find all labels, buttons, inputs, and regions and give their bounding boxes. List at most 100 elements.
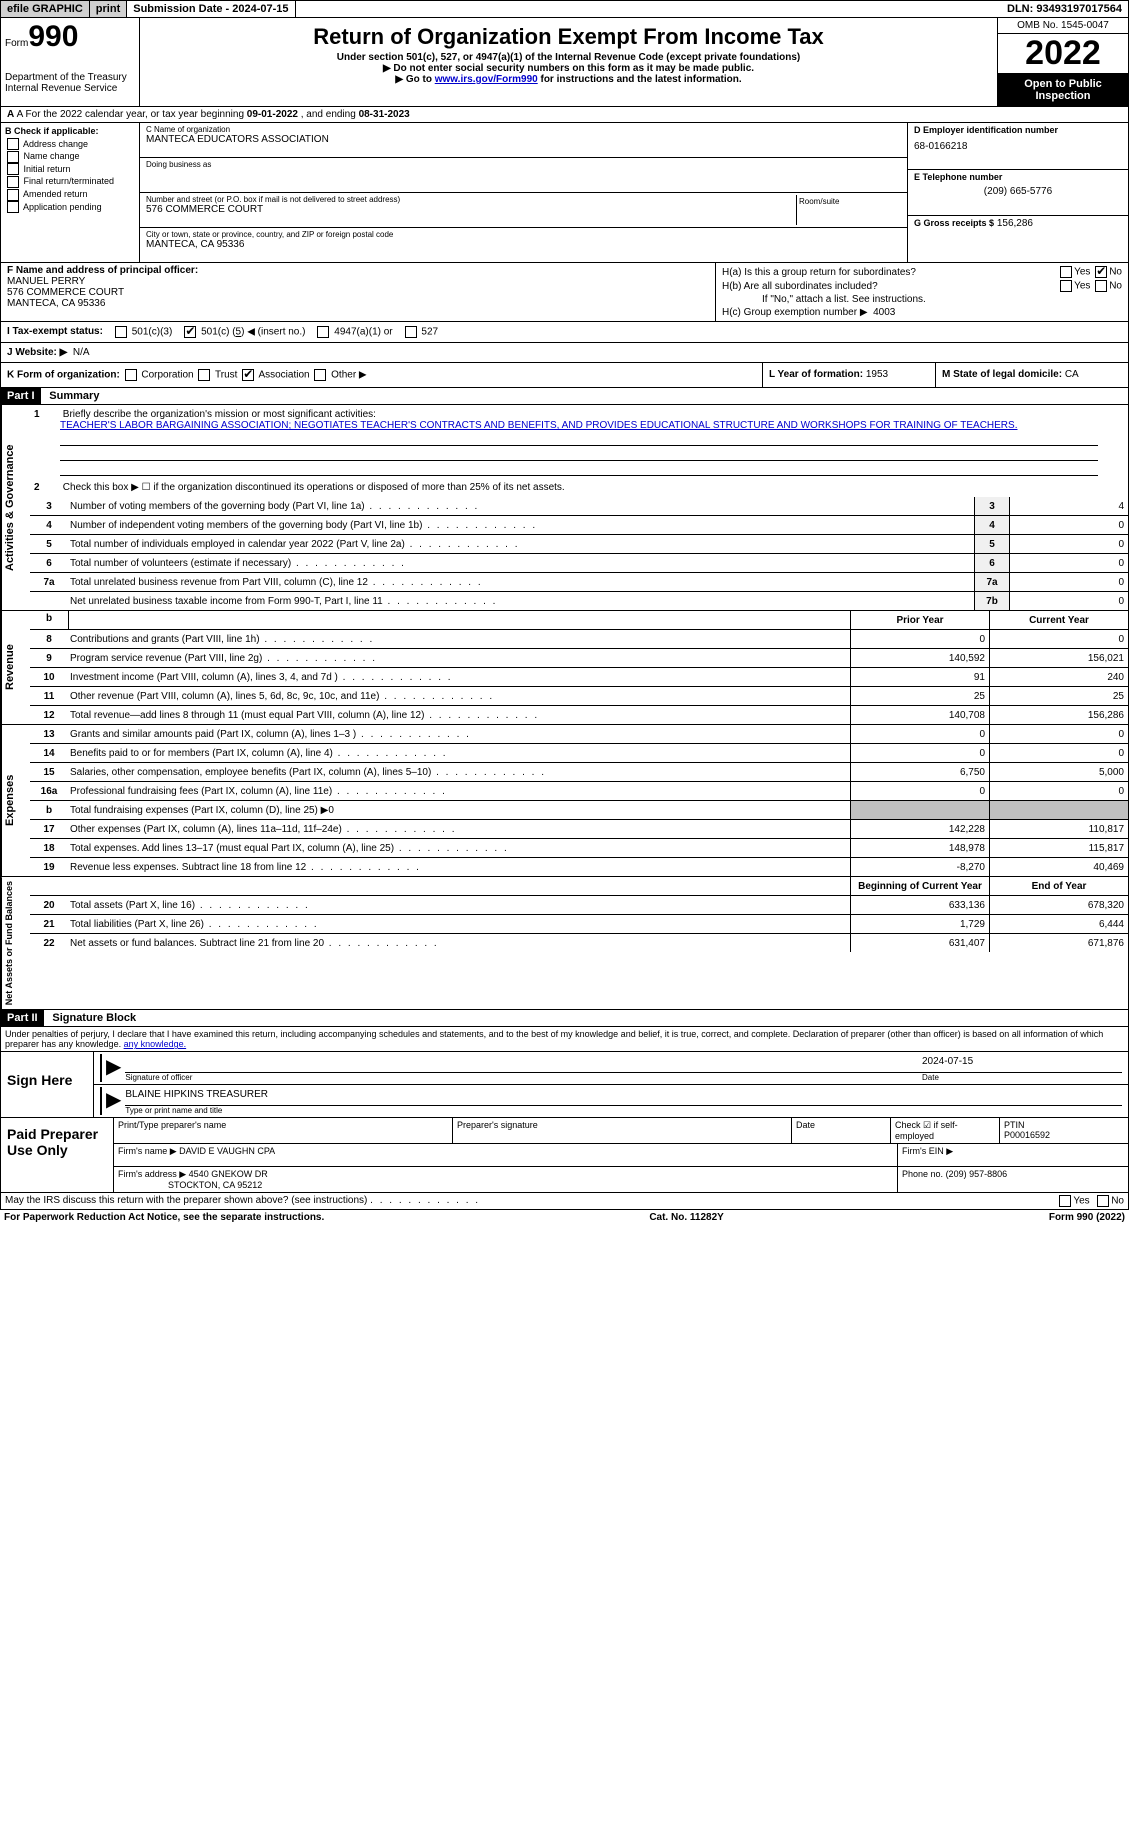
year-formation: 1953 bbox=[866, 369, 888, 380]
paid-preparer-label: Paid Preparer Use Only bbox=[1, 1118, 114, 1192]
ptin-value: P00016592 bbox=[1004, 1130, 1050, 1140]
entity-block: B Check if applicable: Address change Na… bbox=[0, 123, 1129, 263]
summary-row: 15 Salaries, other compensation, employe… bbox=[30, 763, 1128, 782]
preparer-phone: (209) 957-8806 bbox=[946, 1169, 1008, 1179]
ein-value: 68-0166218 bbox=[914, 135, 1122, 152]
officer-addr2: MANTECA, CA 95336 bbox=[7, 298, 105, 309]
org-name-label: C Name of organization bbox=[146, 125, 901, 134]
summary-row: 13 Grants and similar amounts paid (Part… bbox=[30, 725, 1128, 744]
ein-label: D Employer identification number bbox=[914, 125, 1122, 135]
sign-here-label: Sign Here bbox=[1, 1052, 94, 1117]
summary-row: 4 Number of independent voting members o… bbox=[30, 516, 1128, 535]
print-button[interactable]: print bbox=[90, 1, 127, 17]
side-expenses: Expenses bbox=[1, 725, 30, 876]
page-footer: For Paperwork Reduction Act Notice, see … bbox=[0, 1210, 1129, 1225]
summary-row: 20 Total assets (Part X, line 16) 633,13… bbox=[30, 896, 1128, 915]
summary-netassets: Net Assets or Fund Balances Beginning of… bbox=[0, 877, 1129, 1010]
summary-row: 10 Investment income (Part VIII, column … bbox=[30, 668, 1128, 687]
form-header: Form990 Department of the Treasury Inter… bbox=[0, 18, 1129, 107]
side-governance: Activities & Governance bbox=[1, 405, 30, 610]
summary-row: 7a Total unrelated business revenue from… bbox=[30, 573, 1128, 592]
hb-note: If "No," attach a list. See instructions… bbox=[762, 294, 926, 305]
firm-name: DAVID E VAUGHN CPA bbox=[179, 1146, 275, 1156]
phone-label: E Telephone number bbox=[914, 172, 1122, 182]
summary-row: 14 Benefits paid to or for members (Part… bbox=[30, 744, 1128, 763]
street-value: 576 COMMERCE COURT bbox=[146, 204, 792, 215]
paid-preparer-block: Paid Preparer Use Only Print/Type prepar… bbox=[0, 1118, 1129, 1193]
summary-row: 3 Number of voting members of the govern… bbox=[30, 497, 1128, 516]
legal-domicile: CA bbox=[1065, 369, 1079, 380]
summary-row: 16a Professional fundraising fees (Part … bbox=[30, 782, 1128, 801]
part-2-heading: Signature Block bbox=[46, 1010, 142, 1026]
omb-number: OMB No. 1545-0047 bbox=[998, 18, 1128, 34]
dba-label: Doing business as bbox=[146, 160, 901, 169]
officer-label: F Name and address of principal officer: bbox=[7, 265, 198, 276]
summary-row: 18 Total expenses. Add lines 13–17 (must… bbox=[30, 839, 1128, 858]
tax-year-begin: 09-01-2022 bbox=[247, 109, 298, 120]
summary-row: 22 Net assets or fund balances. Subtract… bbox=[30, 934, 1128, 952]
city-value: MANTECA, CA 95336 bbox=[146, 239, 901, 250]
penalties-text: Under penalties of perjury, I declare th… bbox=[0, 1027, 1129, 1052]
summary-expenses: Expenses 13 Grants and similar amounts p… bbox=[0, 725, 1129, 877]
sign-here-block: Sign Here ▶ Signature of officer 2024-07… bbox=[0, 1052, 1129, 1118]
inspection-notice: Open to Public Inspection bbox=[998, 74, 1128, 106]
org-name: MANTECA EDUCATORS ASSOCIATION bbox=[146, 134, 901, 145]
side-netassets: Net Assets or Fund Balances bbox=[1, 877, 30, 1009]
room-label: Room/suite bbox=[799, 197, 899, 206]
form-number: 990 bbox=[28, 20, 78, 53]
catalog-number: Cat. No. 11282Y bbox=[649, 1212, 723, 1223]
summary-row: 17 Other expenses (Part IX, column (A), … bbox=[30, 820, 1128, 839]
summary-row: 9 Program service revenue (Part VIII, li… bbox=[30, 649, 1128, 668]
hc-label: H(c) Group exemption number ▶ bbox=[722, 307, 868, 318]
summary-row: 19 Revenue less expenses. Subtract line … bbox=[30, 858, 1128, 876]
part-1-heading: Summary bbox=[43, 388, 105, 404]
dln-number: DLN: 93493197017564 bbox=[1001, 1, 1128, 17]
form-title: Return of Organization Exempt From Incom… bbox=[144, 24, 993, 50]
officer-printed-name: BLAINE HIPKINS TREASURER bbox=[125, 1089, 1122, 1106]
website-value: N/A bbox=[73, 347, 90, 358]
discuss-row: May the IRS discuss this return with the… bbox=[0, 1193, 1129, 1210]
line-a: A A For the 2022 calendar year, or tax y… bbox=[0, 107, 1129, 123]
top-toolbar: efile GRAPHIC print Submission Date - 20… bbox=[0, 0, 1129, 18]
check-applicable: B Check if applicable: Address change Na… bbox=[1, 123, 140, 262]
summary-row: 11 Other revenue (Part VIII, column (A),… bbox=[30, 687, 1128, 706]
irs-link[interactable]: www.irs.gov/Form990 bbox=[435, 74, 538, 85]
summary-row: Net unrelated business taxable income fr… bbox=[30, 592, 1128, 610]
subtitle-2: ▶ Do not enter social security numbers o… bbox=[144, 63, 993, 74]
officer-group-block: F Name and address of principal officer:… bbox=[0, 263, 1129, 322]
phone-value: (209) 665-5776 bbox=[914, 182, 1122, 197]
ha-label: H(a) Is this a group return for subordin… bbox=[722, 267, 916, 278]
part-2-label: Part II bbox=[1, 1010, 44, 1026]
summary-row: 5 Total number of individuals employed i… bbox=[30, 535, 1128, 554]
summary-governance: Activities & Governance 1 Briefly descri… bbox=[0, 405, 1129, 611]
department-label: Department of the Treasury Internal Reve… bbox=[5, 72, 135, 94]
form-version: Form 990 (2022) bbox=[1049, 1212, 1125, 1223]
summary-revenue: Revenue b Prior Year Current Year 8 Cont… bbox=[0, 611, 1129, 725]
summary-row: 21 Total liabilities (Part X, line 26) 1… bbox=[30, 915, 1128, 934]
tax-exempt-row: I Tax-exempt status: 501(c)(3) 501(c) (5… bbox=[0, 322, 1129, 343]
gross-label: G Gross receipts $ bbox=[914, 218, 994, 228]
summary-row: 6 Total number of volunteers (estimate i… bbox=[30, 554, 1128, 573]
form-label: Form bbox=[5, 38, 28, 49]
gross-value: 156,286 bbox=[997, 218, 1033, 229]
part-1-label: Part I bbox=[1, 388, 41, 404]
tax-year: 2022 bbox=[998, 34, 1128, 74]
signature-date: 2024-07-15 bbox=[922, 1056, 1122, 1073]
submission-date: Submission Date - 2024-07-15 bbox=[127, 1, 295, 17]
officer-addr1: 576 COMMERCE COURT bbox=[7, 287, 124, 298]
efile-button[interactable]: efile GRAPHIC bbox=[1, 1, 90, 17]
mission-text: TEACHER'S LABOR BARGAINING ASSOCIATION; … bbox=[30, 420, 1128, 431]
summary-row: 12 Total revenue—add lines 8 through 11 … bbox=[30, 706, 1128, 724]
hb-label: H(b) Are all subordinates included? bbox=[722, 281, 878, 292]
tax-year-end: 08-31-2023 bbox=[359, 109, 410, 120]
firm-addr2: STOCKTON, CA 95212 bbox=[168, 1180, 262, 1190]
form-org-row: K Form of organization: Corporation Trus… bbox=[0, 363, 1129, 388]
street-label: Number and street (or P.O. box if mail i… bbox=[146, 195, 792, 204]
side-revenue: Revenue bbox=[1, 611, 30, 724]
subtitle-1: Under section 501(c), 527, or 4947(a)(1)… bbox=[144, 52, 993, 63]
summary-row: b Total fundraising expenses (Part IX, c… bbox=[30, 801, 1128, 820]
summary-row: 8 Contributions and grants (Part VIII, l… bbox=[30, 630, 1128, 649]
firm-addr1: 4540 GNEKOW DR bbox=[189, 1169, 268, 1179]
city-label: City or town, state or province, country… bbox=[146, 230, 901, 239]
paperwork-notice: For Paperwork Reduction Act Notice, see … bbox=[4, 1212, 324, 1223]
